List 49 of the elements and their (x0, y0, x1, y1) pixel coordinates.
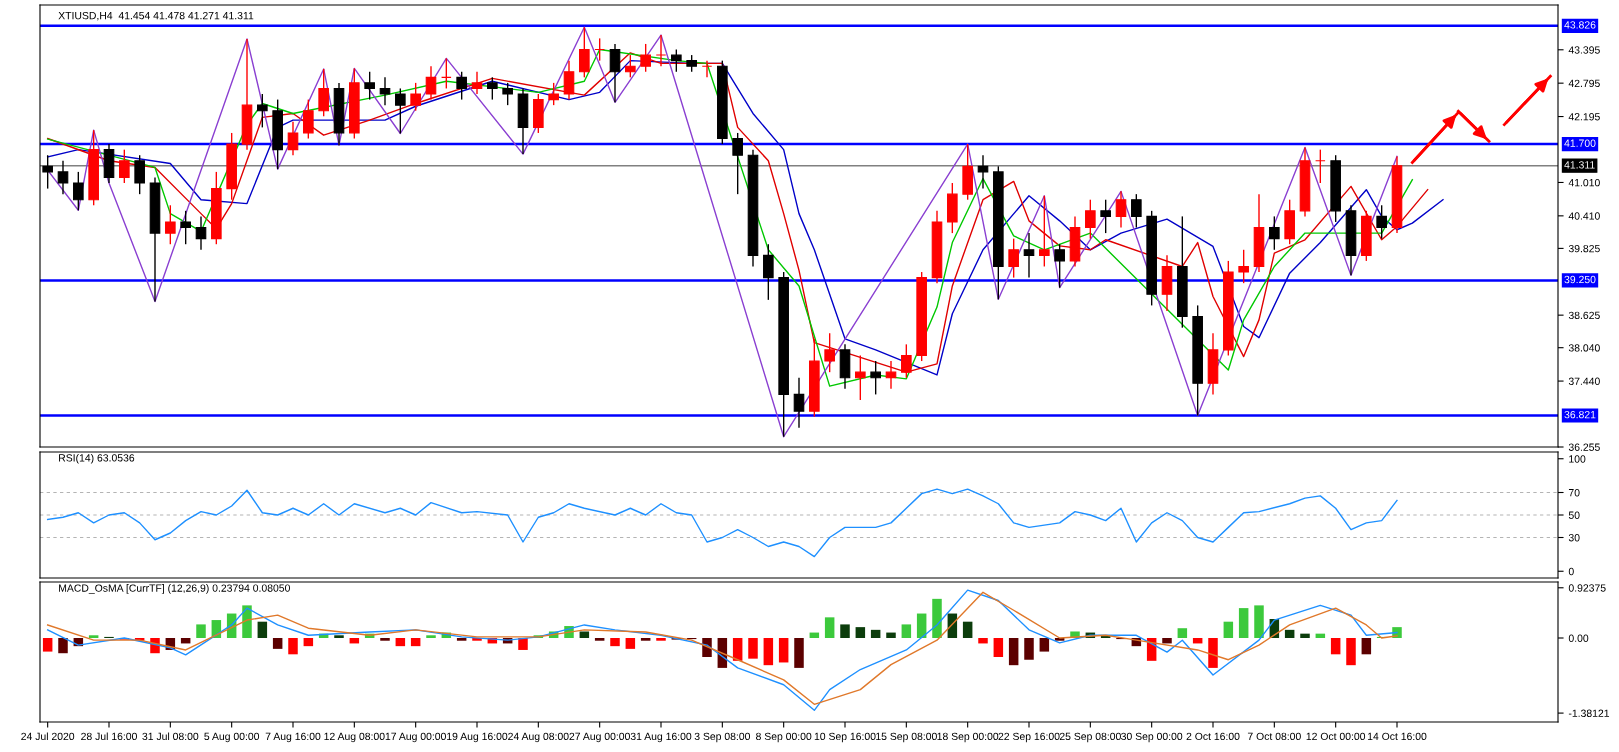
y-tick-label: 70 (1568, 489, 1580, 497)
x-tick-label: 12 Aug 08:00 (324, 732, 385, 743)
ref-line-label: 43.826 (1564, 21, 1596, 29)
x-tick-label: 28 Jul 16:00 (81, 732, 137, 741)
x-tick-label: 18 Sep 00:00 (937, 732, 999, 743)
x-tick-label: 24 Aug 08:00 (508, 732, 569, 743)
y-tick-label: 50 (1568, 511, 1580, 519)
x-tick-label: 14 Oct 16:00 (1367, 732, 1427, 741)
y-tick-label: 0.00 (1568, 634, 1589, 642)
x-tick-label: 19 Aug 16:00 (447, 732, 508, 743)
ref-line-label: 41.311 (1564, 161, 1595, 169)
y-tick-label: 38.040 (1568, 344, 1600, 352)
y-tick-label: 38.625 (1568, 311, 1600, 320)
y-tick-label: 40.410 (1568, 212, 1600, 220)
y-tick-label: 37.440 (1568, 377, 1600, 385)
x-tick-label: 30 Sep 00:00 (1121, 732, 1183, 743)
chart-title: RSI(14) 63.0536 (59, 453, 135, 464)
y-tick-label: 43.395 (1568, 46, 1600, 54)
y-tick-label: 0 (1568, 567, 1574, 576)
x-tick-label: 22 Sep 16:00 (998, 732, 1060, 743)
x-tick-label: 3 Sep 08:00 (694, 732, 751, 743)
x-tick-label: 2 Oct 16:00 (1186, 732, 1240, 741)
x-tick-label: 10 Sep 16:00 (814, 732, 876, 743)
ref-line-label: 39.250 (1564, 275, 1596, 284)
x-tick-label: 7 Oct 08:00 (1247, 732, 1301, 741)
y-tick-label: 39.825 (1568, 244, 1600, 253)
x-tick-label: 17 Aug 00:00 (385, 732, 446, 743)
y-tick-label: 100 (1569, 455, 1586, 463)
y-tick-label: -1.38121 (1568, 709, 1610, 717)
ref-line-label: 41.700 (1564, 139, 1596, 147)
y-tick-label: 42.195 (1568, 113, 1600, 121)
x-tick-label: 24 Jul 2020 (21, 732, 75, 741)
y-tick-label: 42.795 (1568, 79, 1600, 88)
x-tick-label: 25 Sep 08:00 (1059, 732, 1121, 743)
x-tick-label: 15 Sep 08:00 (876, 732, 937, 743)
y-tick-label: 36.255 (1568, 443, 1600, 451)
x-tick-label: 8 Sep 00:00 (756, 732, 812, 743)
y-tick-label: 41.010 (1568, 178, 1600, 187)
ref-line-label: 36.821 (1564, 410, 1596, 419)
text: XTIUSD,H4 41.454 41.478 41.271 41.311 (58, 11, 254, 21)
x-tick-label: 5 Aug 00:00 (204, 732, 260, 743)
chart-title: MACD_OsMA [CurrTF] (12,26,9) 0.23794 0.08050 (59, 584, 290, 594)
x-tick-label: 12 Oct 00:00 (1306, 732, 1366, 741)
x-tick-label: 31 Aug 16:00 (630, 732, 692, 743)
y-tick-label: 0.92375 (1568, 584, 1606, 592)
x-tick-label: 27 Aug 00:00 (569, 732, 630, 743)
x-tick-label: 7 Aug 16:00 (265, 732, 321, 743)
x-tick-label: 31 Jul 08:00 (142, 732, 199, 741)
y-tick-label: 30 (1568, 534, 1580, 542)
